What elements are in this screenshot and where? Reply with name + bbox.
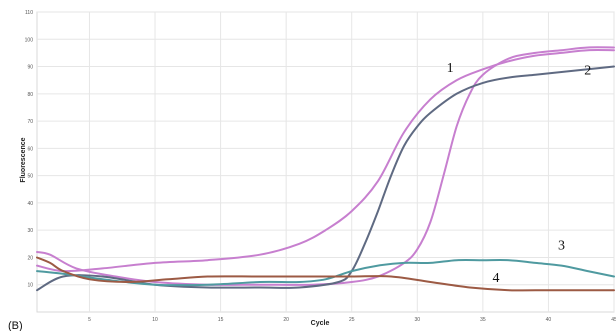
y-tick-label: 90 (27, 65, 33, 71)
curve-label-4: 4 (492, 271, 499, 286)
panel-label: (B) (8, 320, 23, 331)
curve-label-1: 1 (447, 61, 454, 76)
x-tick-label: 25 (349, 317, 355, 323)
x-tick-label: 20 (283, 317, 289, 323)
x-tick-label: 40 (546, 317, 552, 323)
y-axis-title: Fluorescence (20, 137, 27, 182)
tick-layer: 10 20 30 40 50 60 70 80 90 100 110 5 10 15 20 25 30 35 40 4… (25, 10, 616, 323)
y-tick-label: 80 (27, 92, 33, 98)
y-tick-label: 60 (27, 146, 33, 152)
y-tick-label: 110 (25, 10, 33, 16)
series-line-curve-1 (36, 48, 615, 273)
y-tick-label: 40 (27, 201, 33, 207)
series-line-curve-4 (36, 256, 615, 292)
y-tick-label: 30 (27, 228, 33, 234)
y-tick-label: 10 (27, 283, 33, 289)
x-axis-title: Cycle (311, 320, 330, 327)
series-line-curve-2 (36, 65, 615, 292)
series-label-layer: 1 2 3 4 (447, 61, 592, 286)
series-line-unlabeled-1 (36, 46, 615, 286)
x-tick-label: 45 (611, 317, 616, 323)
y-tick-label: 100 (25, 37, 34, 43)
x-tick-label: 15 (218, 317, 224, 323)
series-layer (36, 46, 615, 292)
x-tick-label: 5 (88, 317, 91, 323)
x-tick-label: 35 (480, 317, 486, 323)
y-tick-label: 50 (27, 174, 33, 180)
x-tick-label: 10 (152, 317, 158, 323)
y-tick-label: 70 (27, 119, 33, 125)
curve-label-3: 3 (558, 238, 565, 253)
x-tick-label: 30 (415, 317, 421, 323)
series-line-curve-3 (36, 258, 615, 287)
y-tick-label: 20 (27, 255, 33, 261)
curve-label-2: 2 (584, 64, 591, 79)
grid-layer (36, 11, 615, 313)
